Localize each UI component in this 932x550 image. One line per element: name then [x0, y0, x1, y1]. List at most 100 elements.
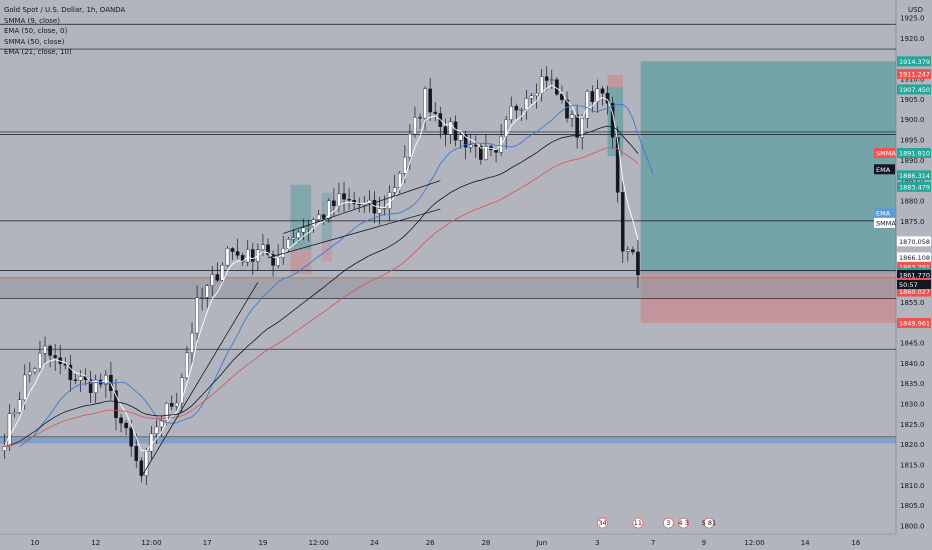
candle-up — [78, 376, 83, 381]
indicator-tag: SMMA — [876, 149, 896, 157]
candle-down — [119, 417, 123, 424]
candle-up — [93, 379, 98, 393]
candle-down — [600, 88, 605, 94]
price-label: 1911.247 — [899, 71, 930, 79]
indicator-tag-bg — [874, 208, 895, 219]
time-tick: 12:00 — [141, 539, 161, 547]
candle-up — [220, 264, 225, 281]
candle-up — [626, 249, 630, 252]
indicator-tag-bg — [874, 147, 895, 158]
candle-up — [529, 95, 534, 99]
candle-up — [174, 402, 179, 407]
price-label: 1883.479 — [899, 183, 930, 191]
candle-up — [367, 199, 372, 204]
price-tick: 1905.0 — [900, 96, 925, 104]
candle-down — [560, 94, 564, 100]
price-label: 1863.791 — [899, 263, 930, 271]
ema-21-line — [19, 103, 654, 448]
price-tick: 1845.0 — [900, 340, 925, 348]
event-badge-count: 34 — [598, 519, 606, 527]
indicator-smma50[interactable]: SMMA (50, close) — [4, 37, 65, 46]
candle-up — [408, 133, 412, 158]
candle-up — [12, 412, 17, 414]
candle-up — [43, 345, 47, 354]
indicator-ema21[interactable]: EMA (21, close, 10) — [4, 48, 72, 56]
price-tick: 1890.0 — [900, 157, 925, 165]
candle-up — [549, 79, 554, 81]
trend-line — [283, 180, 441, 234]
candle-down — [473, 144, 478, 147]
candle-up — [190, 332, 194, 353]
event-badge-count: 4 3 — [678, 519, 688, 527]
price-label-bg — [897, 84, 931, 95]
candle-up — [519, 109, 524, 111]
candle-up — [413, 117, 417, 135]
price-label-bg — [897, 269, 931, 280]
price-tick: 1895.0 — [900, 137, 925, 145]
indicator-smma9[interactable]: SMMA (9, close) — [4, 16, 60, 25]
currency-label: USD — [908, 6, 923, 14]
price-tick: 1920.0 — [900, 35, 925, 43]
symbol-title[interactable]: Gold Spot / U.S. Dollar, 1h, OANDA — [4, 6, 126, 14]
price-tick: 1835.0 — [900, 380, 925, 388]
candle-down — [620, 192, 625, 252]
indicator-ema50[interactable]: EMA (50, close, 0) — [4, 27, 68, 35]
candle-up — [377, 208, 382, 214]
candle-down — [636, 251, 640, 276]
past-stop-zone-3 — [607, 75, 624, 88]
chart-legend: Gold Spot / U.S. Dollar, 1h, OANDA SMMA … — [4, 5, 125, 58]
candle-up — [382, 208, 387, 210]
candle-up — [570, 114, 574, 119]
event-badge — [663, 517, 674, 529]
price-tick: 1880.0 — [900, 197, 925, 205]
candle-up — [205, 285, 209, 298]
time-tick: 7 — [651, 539, 655, 547]
time-tick: 19 — [258, 539, 267, 547]
price-label: 1886.314 — [899, 172, 930, 180]
candle-down — [266, 244, 270, 255]
candle-up — [149, 433, 154, 452]
time-tick: 28 — [481, 539, 490, 547]
price-tick: 1825.0 — [900, 421, 925, 429]
time-tick: 14 — [801, 539, 810, 547]
price-tick: 1815.0 — [900, 461, 925, 469]
candle-down — [332, 200, 336, 207]
past-target-zone — [290, 184, 312, 250]
candle-up — [225, 248, 230, 266]
candle-down — [139, 460, 144, 476]
candle-up — [580, 118, 585, 138]
candle-down — [433, 111, 438, 114]
event-badge — [678, 517, 689, 529]
candle-up — [448, 121, 453, 135]
candle-down — [514, 106, 519, 111]
candle-up — [327, 200, 331, 219]
support-band — [0, 438, 896, 444]
countdown-label: 50:57 — [899, 281, 918, 289]
price-tick: 1855.0 — [900, 299, 925, 307]
trend-line — [267, 208, 441, 259]
candle-up — [306, 226, 311, 229]
candle-up — [392, 187, 397, 193]
past-stop-zone-2 — [321, 241, 333, 262]
candle-down — [342, 193, 346, 200]
price-tick: 1820.0 — [900, 441, 925, 449]
event-badge-count: 3 — [666, 519, 670, 527]
candle-down — [631, 249, 635, 253]
candle-down — [575, 114, 579, 138]
price-label: 1860.027 — [899, 288, 930, 296]
candle-up — [397, 173, 402, 188]
price-tick: 1805.0 — [900, 502, 925, 510]
candle-up — [33, 368, 37, 373]
candle-up — [423, 88, 427, 119]
candle-down — [615, 137, 620, 193]
event-badge-count: 11 — [634, 519, 642, 527]
indicator-tag-bg — [874, 164, 895, 175]
target-zone — [640, 61, 896, 273]
price-label: 1914.379 — [899, 58, 930, 66]
indicator-tag: EMA — [876, 210, 891, 218]
price-label: 1866.108 — [899, 254, 930, 262]
candle-up — [301, 227, 306, 233]
candle-up — [286, 239, 291, 249]
